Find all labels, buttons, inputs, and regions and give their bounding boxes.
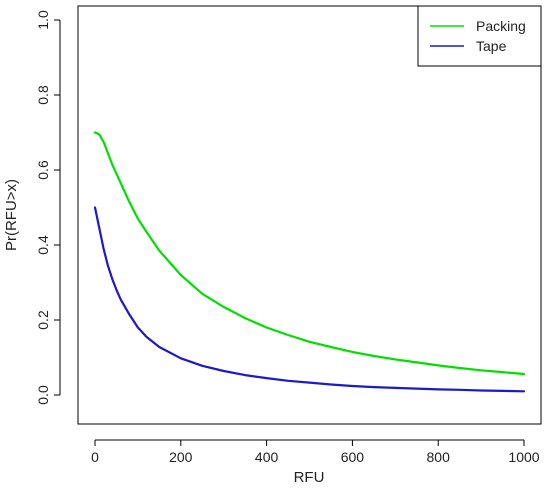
- y-tick-label: 0.6: [35, 160, 51, 180]
- plot-frame: [77, 5, 542, 425]
- x-tick-label: 600: [341, 449, 365, 465]
- x-tick-label: 800: [427, 449, 451, 465]
- y-axis-label: Pr(RFU>x): [3, 179, 20, 251]
- x-axis: 0 200 400 600 800 1000: [91, 439, 540, 465]
- y-tick-label: 0.0: [35, 385, 51, 405]
- y-tick-label: 0.4: [35, 235, 51, 255]
- x-tick-label: 0: [91, 449, 99, 465]
- x-tick-label: 200: [169, 449, 193, 465]
- y-tick-label: 0.8: [35, 85, 51, 105]
- x-tick-label: 1000: [508, 449, 539, 465]
- series-layer: [93, 131, 526, 393]
- legend-label-packing: Packing: [476, 18, 526, 34]
- y-tick-label: 1.0: [35, 10, 51, 30]
- legend: Packing Tape: [417, 5, 542, 67]
- y-tick-label: 0.2: [35, 310, 51, 330]
- x-tick-label: 400: [255, 449, 279, 465]
- x-axis-label: RFU: [294, 469, 325, 486]
- series-line-packing: [93, 131, 526, 376]
- y-axis: 0.0 0.2 0.4 0.6 0.8 1.0: [35, 10, 61, 405]
- legend-label-tape: Tape: [476, 38, 507, 54]
- legend-box: [417, 5, 542, 67]
- series-line-tape: [93, 206, 526, 393]
